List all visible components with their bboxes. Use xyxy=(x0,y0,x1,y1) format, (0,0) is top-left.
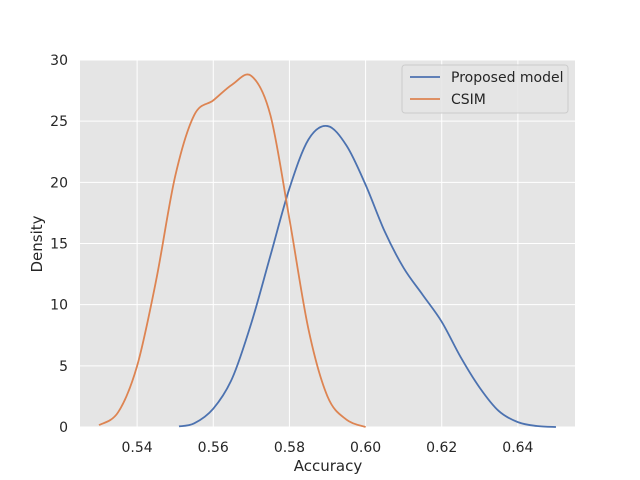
x-tick-labels: 0.54 0.56 0.58 0.60 0.62 0.64 xyxy=(122,440,534,456)
series-line-proposed-model xyxy=(178,125,557,428)
x-tick-label: 0.56 xyxy=(198,440,229,456)
legend-label-proposed-model: Proposed model xyxy=(451,70,564,86)
series-lines xyxy=(98,73,557,428)
series-line-csim xyxy=(98,73,366,428)
x-tick-label: 0.54 xyxy=(122,440,153,456)
x-tick-label: 0.60 xyxy=(350,440,381,456)
legend-label-csim: CSIM xyxy=(451,92,486,108)
y-tick-label: 15 xyxy=(50,237,68,253)
y-tick-label: 10 xyxy=(50,298,68,314)
x-axis-label: Accuracy xyxy=(294,457,363,475)
y-tick-label: 5 xyxy=(59,359,68,375)
grid xyxy=(80,59,575,428)
x-tick-label: 0.62 xyxy=(426,440,457,456)
y-tick-label: 30 xyxy=(50,53,68,69)
y-axis-label: Density xyxy=(28,215,46,272)
x-tick-label: 0.64 xyxy=(502,440,533,456)
y-tick-label: 20 xyxy=(50,175,68,191)
y-tick-label: 25 xyxy=(50,114,68,130)
y-tick-labels: 0 5 10 15 20 25 30 xyxy=(50,53,68,436)
x-tick-label: 0.58 xyxy=(274,440,305,456)
y-tick-label: 0 xyxy=(59,420,68,436)
legend-box xyxy=(401,64,569,114)
legend: Proposed model CSIM xyxy=(401,64,569,114)
